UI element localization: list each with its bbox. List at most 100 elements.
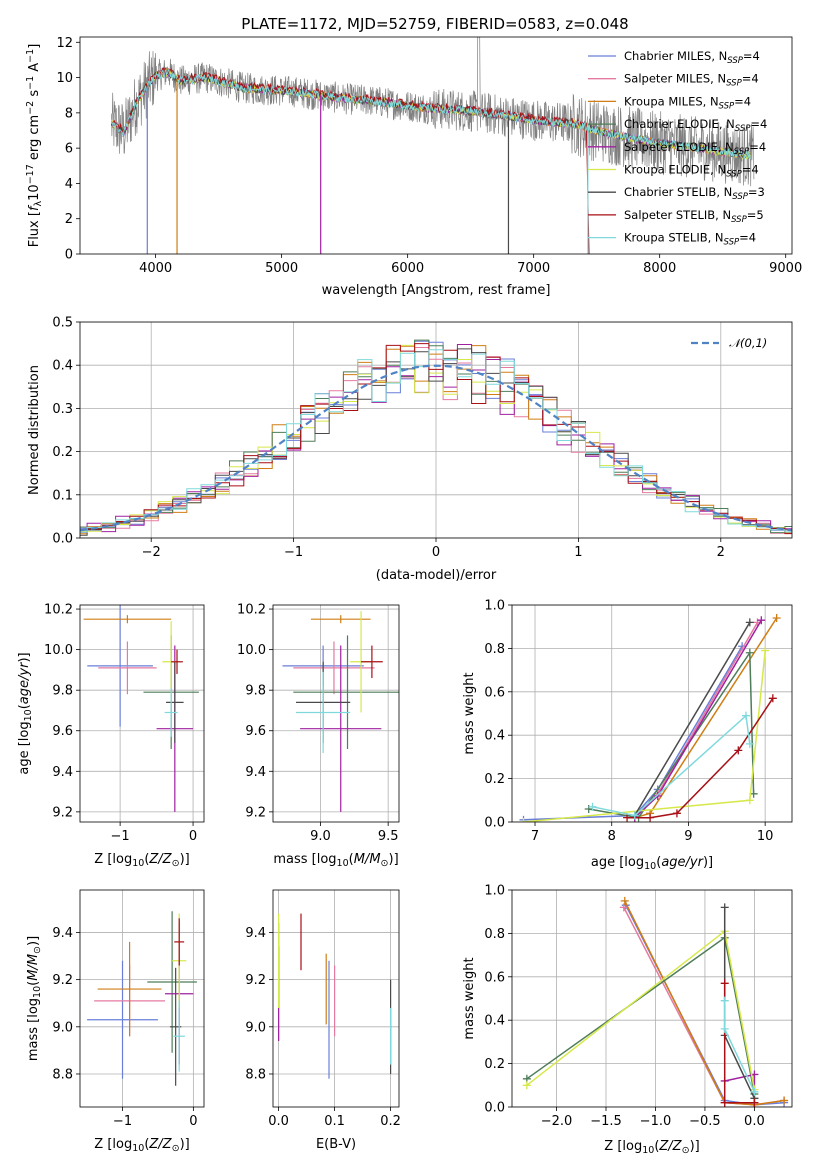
axes-frame [272, 604, 400, 823]
weight-vs-z-axes-plot [512, 890, 792, 1107]
x-tick-label: 9.0 [310, 829, 331, 844]
figure-title: PLATE=1172, MJD=52759, FIBERID=0583, z=0… [241, 15, 628, 33]
y-axis-label: age [log10(age/yr)] [17, 652, 34, 774]
y-tick-label: 0.2 [484, 1057, 505, 1072]
x-tick-label: −1.5 [590, 1114, 622, 1129]
legend-entry: Kroupa ELODIE, NSSP=4 [624, 163, 759, 180]
weight-marker [522, 1081, 531, 1090]
weight-marker [745, 618, 754, 627]
x-tick-label: 0.1 [324, 1114, 345, 1129]
weight-marker [741, 711, 750, 720]
y-axis-label: mass weight [462, 957, 477, 1039]
mass-vs-ebv-axes: 0.0 0.1 0.2 8.8 9.0 9.2 9.4 E(B-V) [245, 889, 401, 1152]
weight-marker [720, 979, 729, 988]
x-tick-label: 0.0 [744, 1114, 765, 1129]
x-axis-label: Z [log10(Z/Z⊙)] [94, 1137, 189, 1154]
x-tick-label: −2.0 [541, 1114, 573, 1129]
y-axis-label: Flux [fλ10−17 erg cm−2 s−1 A−1] [25, 44, 44, 248]
legend-entry: Chabrier STELIB, NSSP=3 [624, 185, 765, 202]
weight-marker [720, 996, 729, 1005]
y-tick-label: 9.2 [245, 805, 266, 820]
axes-frame [79, 321, 793, 539]
x-tick-label: 0 [189, 1114, 197, 1129]
y-tick-label: 0.6 [484, 685, 505, 700]
y-tick-label: 9.4 [245, 926, 266, 941]
axes-frame [79, 604, 205, 823]
weight-marker [745, 796, 754, 805]
weight-marker [745, 739, 754, 748]
x-tick-label: 2 [717, 545, 725, 560]
x-axis-label: Z [log10(Z/Z⊙)] [94, 852, 189, 869]
y-tick-label: 9.6 [52, 724, 73, 739]
weight-series-2 [623, 907, 785, 1106]
x-tick-label: −0.5 [689, 1114, 721, 1129]
age-vs-z-axes: −1 0 9.2 9.4 9.6 9.8 10.0 10.2 Z [log10(Z/Z⊙)] ag… [17, 603, 205, 869]
y-axis-label: mass weight [462, 672, 477, 754]
weight-marker [623, 813, 632, 822]
x-axis-label: Z [log10(Z/Z⊙)] [604, 1139, 699, 1156]
legend-entry: Salpeter STELIB, NSSP=5 [624, 208, 764, 225]
mass-vs-z-axes: −1 0 8.8 9.0 9.2 9.4 Z [log10(Z/Z⊙)] mass [log1… [26, 889, 205, 1154]
weight-marker [720, 1098, 729, 1107]
axes-frame [511, 604, 793, 823]
weight-marker [768, 694, 777, 703]
residual-axes: −2 −1 0 1 2 0.0 0.1 0.2 0.3 0.4 0.5 (data-model)/er… [27, 316, 793, 583]
y-tick-label: 10.0 [237, 643, 266, 658]
weight-series-3 [624, 900, 785, 1106]
x-axis-label: E(B-V) [316, 1137, 356, 1152]
weight-marker [619, 903, 628, 912]
weight-vs-age-axes: 7 8 9 10 0.0 0.2 0.4 0.6 0.8 1.0 age [log10(age/yr… [462, 599, 793, 872]
y-tick-label: 0.8 [484, 642, 505, 657]
x-tick-label: −1 [111, 829, 130, 844]
x-tick-label: 9 [684, 829, 692, 844]
y-tick-label: 10 [56, 71, 73, 86]
weight-marker [772, 614, 781, 623]
weight-series-9 [592, 714, 751, 817]
y-tick-label: 10.0 [44, 643, 73, 658]
legend-entry: 𝒩(0,1) [729, 336, 767, 350]
y-tick-label: 9.0 [245, 1020, 266, 1035]
y-tick-label: 6 [65, 142, 73, 157]
y-tick-label: 10.2 [44, 603, 73, 618]
x-axis-label: age [log10(age/yr)] [591, 855, 713, 872]
x-tick-label: −1.0 [640, 1114, 672, 1129]
x-tick-label: 4000 [139, 261, 172, 276]
weight-marker [720, 1024, 729, 1033]
y-tick-label: 0.2 [52, 445, 73, 460]
x-tick-label: 1 [574, 545, 582, 560]
y-tick-label: 0.3 [52, 402, 73, 417]
y-tick-label: 9.2 [52, 805, 73, 820]
x-tick-label: −2 [142, 545, 161, 560]
normal-reference-curve [80, 364, 792, 532]
weight-marker [750, 1087, 759, 1096]
weight-series-6 [526, 929, 756, 1090]
x-axis-label: (data-model)/error [376, 568, 497, 583]
y-tick-label: 0.0 [484, 1101, 505, 1116]
legend-entry: Kroupa STELIB, NSSP=4 [624, 231, 756, 248]
y-tick-label: 8.8 [245, 1067, 266, 1082]
weight-series-4 [526, 936, 756, 1095]
y-tick-label: 2 [65, 212, 73, 227]
weight-marker [757, 616, 766, 625]
x-tick-label: 8 [608, 829, 616, 844]
weight-marker [588, 802, 597, 811]
legend-entry: Chabrier MILES, NSSP=4 [624, 49, 760, 66]
x-tick-label: −1 [284, 545, 303, 560]
y-tick-label: 0.6 [484, 970, 505, 985]
x-tick-label: 5000 [265, 261, 298, 276]
weight-marker [750, 1098, 759, 1107]
age-vs-mass-axes-plot [273, 605, 399, 822]
weight-marker [646, 813, 655, 822]
weight-vs-age-axes-plot [512, 605, 792, 822]
legend-entry: Salpeter MILES, NSSP=4 [624, 72, 759, 89]
y-tick-label: 1.0 [484, 599, 505, 614]
y-tick-label: 8.8 [52, 1067, 73, 1082]
age-vs-z-axes-plot [80, 605, 204, 822]
y-tick-label: 9.8 [245, 684, 266, 699]
y-tick-label: 9.8 [52, 684, 73, 699]
weight-marker [780, 1096, 789, 1105]
model-spectrum-8 [111, 66, 590, 254]
spectrum-axes: 4000 5000 6000 7000 8000 9000 0 2 4 6 8 10 12 wavelen… [25, 36, 802, 298]
y-tick-label: 0.2 [484, 772, 505, 787]
